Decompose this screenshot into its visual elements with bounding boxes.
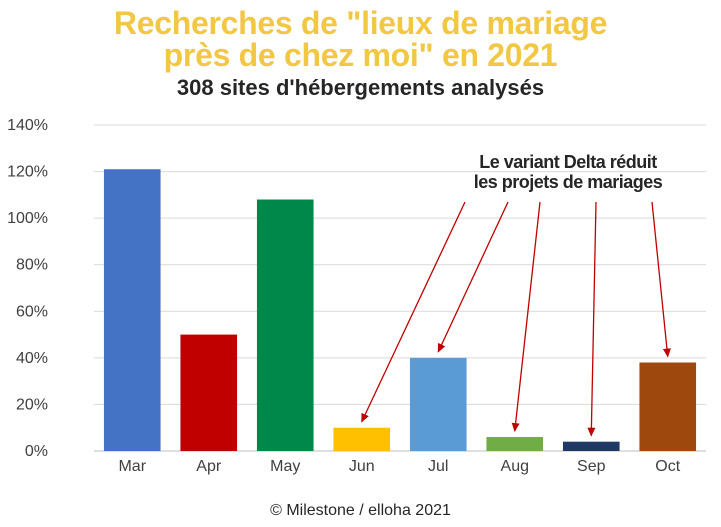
x-tick-label: Jul [428,458,448,475]
y-tick-label: 40% [16,350,48,367]
x-axis-ticks: Mar Apr May Jun Jul Aug Sep Oct [118,458,680,475]
chart-title-line-2: près de chez moi" en 2021 [163,37,558,73]
annotation-arrow-oct [651,201,671,358]
annotation-arrow-aug [511,201,541,433]
bar-jul [409,357,467,451]
bar-jun [333,427,391,451]
x-tick-label: Sep [577,458,606,475]
x-tick-label: Oct [655,458,680,475]
y-tick-label: 20% [16,396,48,413]
bar-mar [103,169,161,451]
y-tick-label: 140% [7,117,48,134]
annotation-arrow-jul [437,201,509,353]
x-tick-label: Mar [118,458,146,475]
delta-annotation: Le variant Delta réduit les projets de m… [474,152,664,192]
copyright-footer: © Milestone / elloha 2021 [270,502,451,519]
y-tick-label: 100% [7,210,48,227]
y-tick-label: 120% [7,164,48,181]
y-axis-ticks: 0% 20% 40% 60% 80% 100% 120% 140% [7,117,48,460]
y-tick-label: 0% [25,443,48,460]
x-tick-label: Aug [501,458,529,475]
chart-subtitle: 308 sites d'hébergements analysés [176,75,545,100]
annotation-line-2: les projets de mariages [474,172,663,192]
y-tick-label: 60% [16,303,48,320]
bar-sep [562,441,620,451]
annotation-arrows [361,201,671,437]
y-tick-label: 80% [16,257,48,274]
chart-title-line-1: Recherches de "lieux de mariage [113,5,608,41]
annotation-line-1: Le variant Delta réduit [479,152,657,172]
x-tick-label: May [270,458,300,475]
bar-oct [639,362,697,451]
x-tick-label: Apr [196,458,222,475]
bar-apr [180,334,238,451]
annotation-arrow-sep [587,201,597,437]
bars [103,169,697,451]
x-tick-label: Jun [349,458,375,475]
bar-aug [486,437,544,451]
annotation-arrow-jun [361,201,466,423]
bar-may [256,199,314,451]
